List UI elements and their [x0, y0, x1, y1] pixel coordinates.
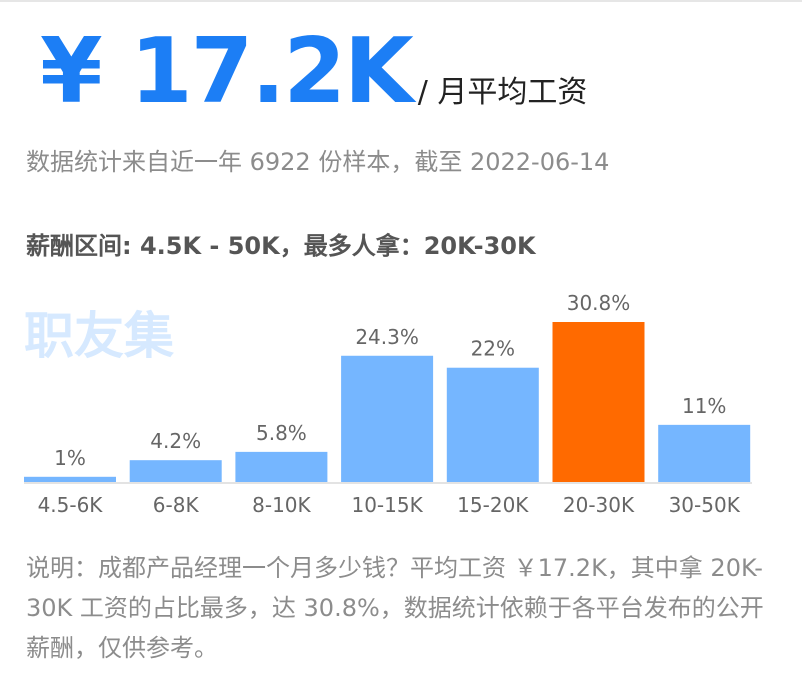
category-tick-label: 30-50K [669, 493, 741, 517]
category-tick-label: 10-15K [351, 493, 423, 517]
average-salary-value: ¥ 17.2K [40, 19, 414, 124]
bar-value-label: 22% [471, 337, 515, 361]
category-tick-label: 20-30K [563, 493, 635, 517]
bar-8-10K [235, 451, 328, 482]
bar-20-30K [552, 322, 645, 482]
bar-4.5-6K [24, 476, 116, 482]
explanation-note: 说明：成都产品经理一个月多少钱？平均工资 ￥17.2K，其中拿 20K-30K … [26, 554, 764, 662]
bar-30-50K [658, 424, 751, 482]
bar-value-label: 11% [682, 394, 726, 418]
salary-headline: ¥ 17.2K / 月平均工资 [40, 22, 587, 122]
bar-15-20K [446, 367, 539, 482]
salary-range-summary: 薪酬区间: 4.5K - 50K，最多人拿：20K-30K [26, 232, 536, 260]
bar-value-label: 24.3% [355, 325, 419, 349]
bar-6-8K [129, 460, 222, 482]
bar-value-label: 1% [54, 446, 86, 470]
sample-info: 数据统计来自近一年 6922 份样本，截至 2022-06-14 [26, 148, 610, 176]
watermark-logo: 职友集 [24, 307, 174, 365]
category-tick-label: 4.5-6K [38, 493, 104, 517]
salary-distribution-chart: 1% 4.5-6K 4.2% 6-8K 5.8% 8-10K 24.3% 10-15K 22% 1… [24, 291, 752, 517]
bar-value-label: 30.8% [567, 291, 631, 315]
bar-value-label: 5.8% [256, 421, 307, 445]
category-tick-label: 6-8K [153, 493, 200, 517]
bar-value-label: 4.2% [150, 429, 201, 453]
bar-10-15K [341, 355, 434, 482]
top-divider [0, 0, 802, 2]
category-tick-label: 8-10K [252, 493, 311, 517]
category-tick-label: 15-20K [457, 493, 529, 517]
salary-unit-label: / 月平均工资 [417, 75, 588, 110]
